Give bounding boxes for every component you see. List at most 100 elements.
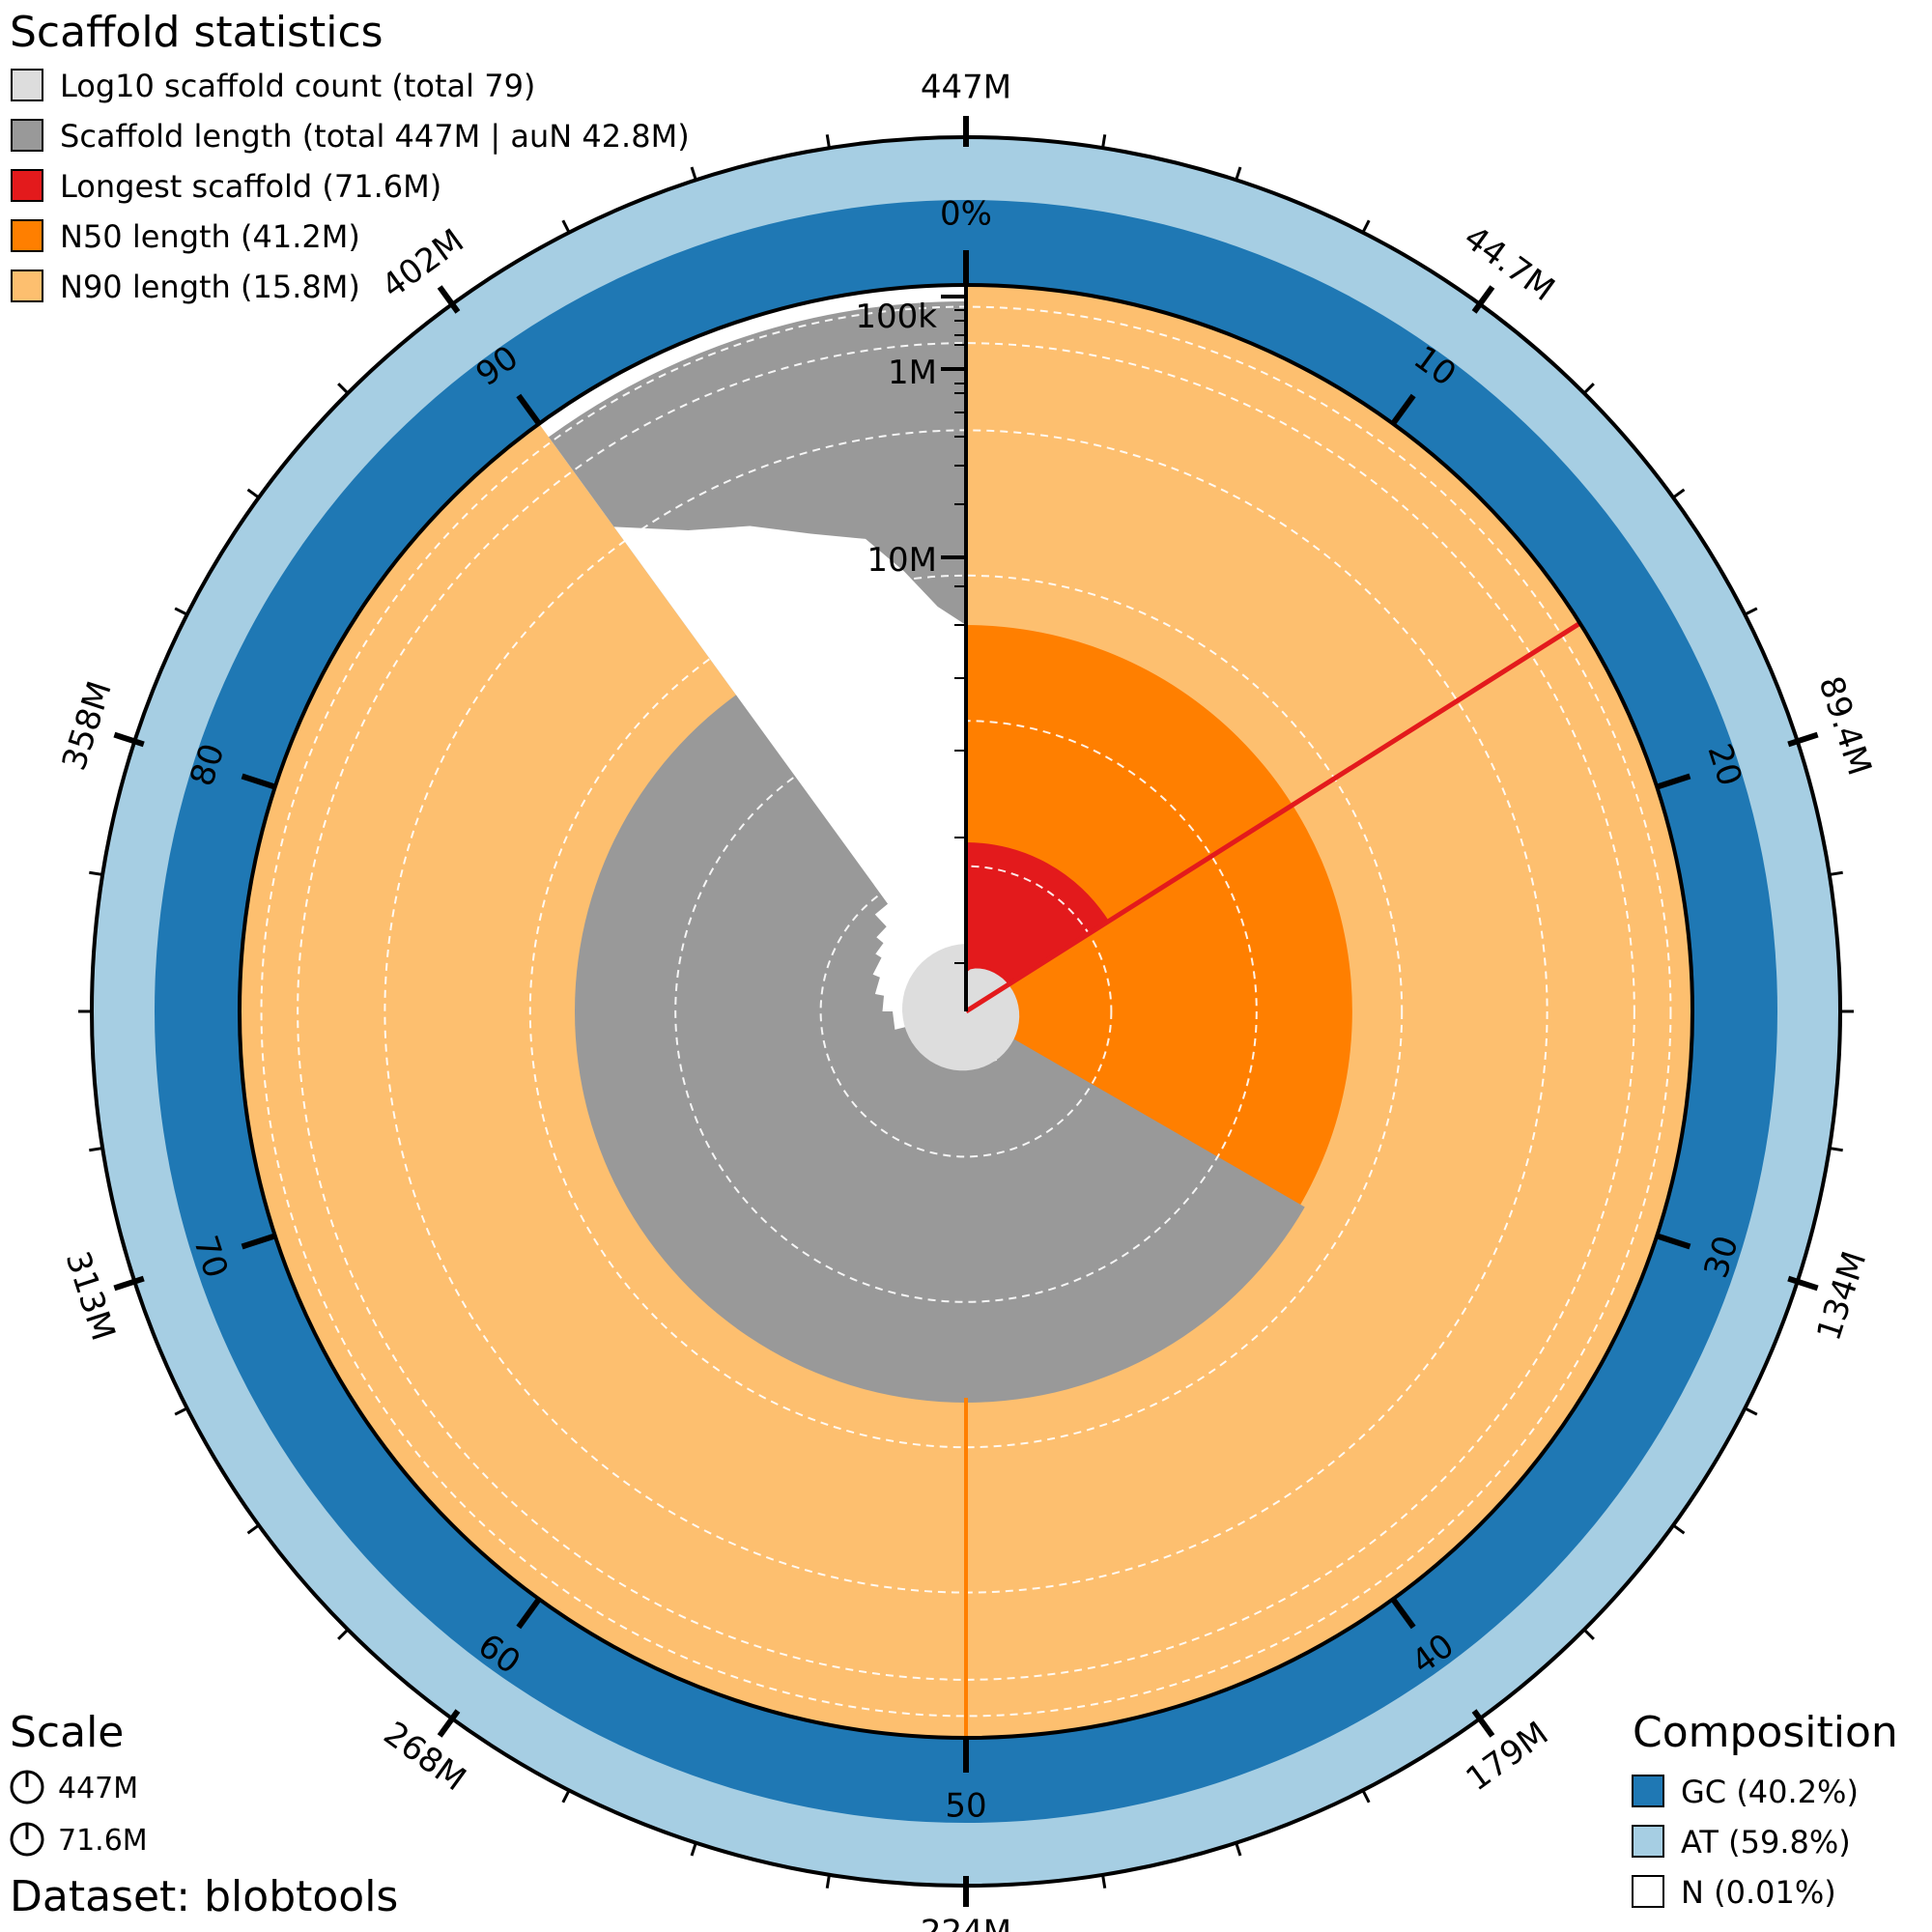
- legend-swatch-length: [11, 119, 43, 152]
- outer-minor-tick-6-2: [246, 1523, 260, 1535]
- radial-tick-label-1: 1M: [888, 354, 937, 392]
- outer-tick-label-0: 447M: [921, 69, 1011, 107]
- outer-tick-6: [437, 1709, 461, 1738]
- percent-tick-label-5: 50: [945, 1787, 986, 1826]
- outer-minor-tick-6-3: [174, 1406, 188, 1416]
- outer-tick-label-5: 224M: [921, 1914, 1011, 1932]
- outer-tick-8: [113, 731, 145, 748]
- outer-minor-tick-4-3: [1101, 1874, 1107, 1889]
- outer-tick-label-8: 358M: [55, 676, 120, 775]
- composition-label-at: AT (59.8%): [1681, 1824, 1851, 1861]
- composition-label-n: N (0.01%): [1681, 1874, 1836, 1911]
- n90-sector: [239, 285, 1693, 1738]
- scale-label-longest: 71.6M: [58, 1824, 148, 1858]
- outer-minor-tick-8-1: [174, 607, 188, 616]
- scale-title: Scale: [10, 1708, 124, 1757]
- outer-minor-tick-8-3: [337, 383, 350, 395]
- legend-item-length: Scaffold length (total 447M | auN 42.8M): [11, 118, 690, 155]
- percent-tick-label-0: 0%: [940, 195, 992, 234]
- gridline-0: [819, 865, 1113, 1158]
- outer-minor-tick-1-3: [1744, 607, 1758, 616]
- outer-minor-tick-6-1: [337, 1628, 350, 1640]
- outer-tick-label-4: 179M: [1460, 1715, 1556, 1800]
- dataset-label: Dataset: blobtools: [10, 1872, 398, 1921]
- composition-label-gc: GC (40.2%): [1681, 1774, 1859, 1810]
- outer-minor-tick-5-3: [561, 1789, 571, 1804]
- outer-tick-7: [113, 1275, 145, 1292]
- outer-tick-2: [1787, 731, 1819, 748]
- outer-tick-label-6: 268M: [377, 1715, 473, 1800]
- outer-minor-tick-0-3: [1361, 219, 1371, 234]
- gridline-4: [297, 342, 1635, 1681]
- outer-minor-tick-1-2: [1672, 488, 1686, 499]
- outer-minor-tick-0-2: [1235, 166, 1242, 181]
- outer-minor-tick-1-1: [1582, 383, 1595, 395]
- tail-cutout: [613, 526, 966, 1011]
- longest-marker-line: [964, 621, 1581, 1014]
- outer-minor-tick-4-2: [1235, 1842, 1242, 1857]
- longest-scaffold-sector: [966, 842, 1109, 1011]
- legend-item-n50: N50 length (41.2M): [11, 218, 360, 255]
- legend-label-n90: N90 length (15.8M): [60, 269, 360, 305]
- outer-minor-tick-7-1: [89, 1147, 103, 1152]
- percent-tick-3: [1656, 1233, 1691, 1250]
- outer-tick-label-3: 134M: [1809, 1247, 1874, 1346]
- percent-tick-7: [241, 1233, 276, 1250]
- composition-swatch-gc: [1632, 1775, 1664, 1807]
- composition-item-gc: GC (40.2%): [1632, 1774, 1859, 1810]
- percent-tick-2: [1656, 773, 1691, 790]
- outer-tick-9: [437, 285, 461, 314]
- legend-swatch-longest: [11, 169, 43, 202]
- legend-label-length: Scaffold length (total 447M | auN 42.8M): [60, 118, 690, 155]
- outer-minor-tick-2-1: [1829, 870, 1843, 876]
- percent-tick-6: [516, 1597, 542, 1630]
- composition-item-n: N (0.01%): [1632, 1874, 1836, 1911]
- outer-minor-tick-9-2: [690, 166, 697, 181]
- percent-tick-1: [1390, 393, 1416, 426]
- plot-area: [239, 285, 1693, 1738]
- legend-label-count: Log10 scaffold count (total 79): [60, 68, 535, 104]
- outer-minor-tick-3-2: [1672, 1523, 1686, 1535]
- legend-title: Scaffold statistics: [10, 8, 384, 57]
- outer-tick-label-2: 89.4M: [1810, 671, 1879, 780]
- legend-item-count: Log10 scaffold count (total 79): [11, 68, 535, 104]
- gridline-2: [528, 574, 1404, 1449]
- outer-tick-label-1: 44.7M: [1457, 218, 1561, 309]
- scale-item-longest: 71.6M: [10, 1822, 148, 1858]
- legend-swatch-n90: [11, 270, 43, 302]
- legend-swatch-count: [11, 69, 43, 101]
- outer-minor-tick-3-3: [1582, 1628, 1595, 1640]
- outer-tick-label-7: 313M: [58, 1247, 123, 1346]
- outer-minor-tick-8-2: [246, 488, 260, 499]
- legend-label-longest: Longest scaffold (71.6M): [60, 168, 441, 205]
- outer-minor-tick-9-1: [561, 219, 571, 234]
- legend-item-longest: Longest scaffold (71.6M): [11, 168, 441, 205]
- percent-tick-4: [1390, 1597, 1416, 1630]
- outer-minor-tick-4-1: [1361, 1789, 1371, 1804]
- legend-label-n50: N50 length (41.2M): [60, 218, 360, 255]
- percent-tick-8: [241, 773, 276, 790]
- outer-minor-tick-5-2: [690, 1842, 697, 1857]
- composition-swatch-n: [1632, 1875, 1664, 1908]
- radial-tick-label-2: 10M: [867, 541, 937, 580]
- composition-swatch-at: [1632, 1825, 1664, 1858]
- radial-tick-label-0: 100k: [855, 298, 937, 336]
- outer-minor-tick-5-1: [825, 1874, 831, 1889]
- outer-minor-tick-9-3: [825, 134, 831, 149]
- outer-minor-tick-2-3: [1829, 1147, 1843, 1152]
- outer-minor-tick-3-1: [1744, 1406, 1758, 1416]
- scale-item-total: 447M: [10, 1770, 138, 1805]
- scaffold-count-area: [902, 944, 1020, 1071]
- percent-tick-9: [516, 393, 542, 426]
- legend-swatch-n50: [11, 219, 43, 252]
- legend-item-n90: N90 length (15.8M): [11, 269, 360, 305]
- outer-tick-1: [1471, 285, 1495, 314]
- outer-tick-label-9: 402M: [375, 221, 471, 306]
- outer-minor-tick-0-1: [1101, 134, 1107, 149]
- scale-label-total: 447M: [58, 1772, 138, 1805]
- composition-title: Composition: [1633, 1708, 1898, 1757]
- outer-tick-4: [1471, 1709, 1495, 1738]
- outer-minor-tick-7-3: [89, 870, 103, 876]
- outer-tick-3: [1787, 1275, 1819, 1292]
